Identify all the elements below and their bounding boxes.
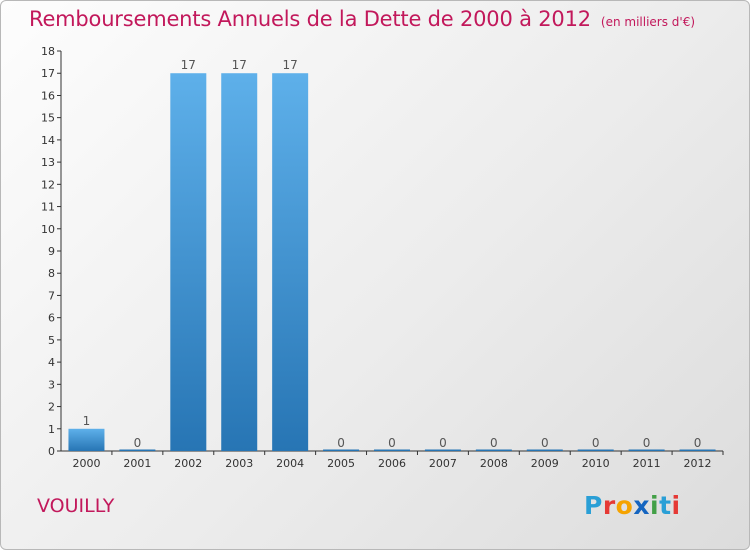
chart-unit: (en milliers d'€) (600, 15, 696, 29)
data-label: 1 (83, 414, 91, 428)
data-label: 17 (232, 58, 247, 72)
data-label: 17 (283, 58, 298, 72)
y-tick-label: 9 (48, 245, 55, 258)
data-label: 0 (643, 436, 651, 450)
x-tick-label: 2000 (72, 457, 100, 470)
y-tick-label: 17 (41, 67, 55, 80)
x-tick-label: 2002 (174, 457, 202, 470)
logo-letter: i (650, 491, 660, 520)
bar-2004 (272, 73, 309, 451)
data-label: 17 (181, 58, 196, 72)
x-tick-label: 2012 (684, 457, 712, 470)
y-tick-label: 2 (48, 401, 55, 414)
bar-2005 (323, 449, 360, 451)
data-label: 0 (592, 436, 600, 450)
y-tick-label: 18 (41, 45, 55, 58)
y-tick-label: 16 (41, 89, 55, 102)
x-tick-label: 2001 (123, 457, 151, 470)
bar-2003 (221, 73, 258, 451)
proxiti-logo: Proxiti (584, 491, 681, 520)
data-label: 0 (490, 436, 498, 450)
data-label: 0 (541, 436, 549, 450)
data-label: 0 (388, 436, 396, 450)
x-tick-label: 2009 (531, 457, 559, 470)
y-tick-label: 1 (48, 423, 55, 436)
x-tick-label: 2008 (480, 457, 508, 470)
data-label: 0 (439, 436, 447, 450)
y-tick-label: 0 (48, 445, 55, 458)
y-tick-label: 14 (41, 134, 55, 147)
x-tick-label: 2007 (429, 457, 457, 470)
y-tick-label: 6 (48, 312, 55, 325)
chart-title: Remboursements Annuels de la Dette de 20… (29, 7, 591, 31)
bar-2002 (170, 73, 207, 451)
bar-2011 (628, 449, 665, 451)
y-tick-label: 8 (48, 267, 55, 280)
logo-letter: P (584, 491, 603, 520)
bar-2006 (374, 449, 410, 451)
y-tick-label: 7 (48, 289, 55, 302)
data-label: 0 (134, 436, 142, 450)
bar-2010 (577, 449, 614, 451)
logo-letter: t (659, 491, 672, 520)
x-tick-label: 2003 (225, 457, 253, 470)
y-tick-label: 13 (41, 156, 55, 169)
data-label: 0 (337, 436, 345, 450)
commune-name: VOUILLY (37, 495, 115, 517)
x-tick-label: 2004 (276, 457, 304, 470)
y-tick-label: 10 (41, 223, 55, 236)
x-tick-label: 2011 (633, 457, 661, 470)
x-tick-label: 2005 (327, 457, 355, 470)
logo-letter: x (633, 491, 650, 520)
y-tick-label: 4 (48, 356, 55, 369)
logo-letter: o (615, 491, 634, 520)
bar-2012 (679, 449, 716, 451)
x-tick-label: 2006 (378, 457, 406, 470)
bar-2001 (119, 449, 156, 451)
y-tick-label: 11 (41, 201, 55, 214)
logo-letter: r (602, 491, 616, 520)
data-label: 0 (694, 436, 702, 450)
y-tick-label: 12 (41, 178, 55, 191)
bar-2009 (526, 449, 563, 451)
chart-title-row: Remboursements Annuels de la Dette de 20… (29, 7, 695, 31)
y-tick-label: 15 (41, 112, 55, 125)
bar-2000 (68, 428, 105, 451)
logo-letter: i (671, 491, 681, 520)
x-tick-label: 2010 (582, 457, 610, 470)
bar-2008 (475, 449, 512, 451)
bar-2007 (424, 449, 461, 451)
y-tick-label: 5 (48, 334, 55, 347)
y-tick-label: 3 (48, 378, 55, 391)
